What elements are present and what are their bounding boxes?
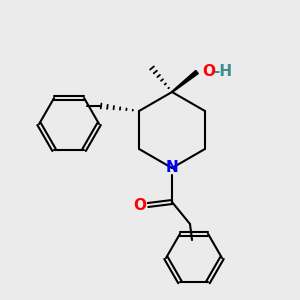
Text: O: O [202, 64, 215, 79]
Text: N: N [166, 160, 178, 175]
Polygon shape [172, 70, 198, 92]
Text: O: O [134, 197, 146, 212]
Text: -H: -H [213, 64, 232, 79]
